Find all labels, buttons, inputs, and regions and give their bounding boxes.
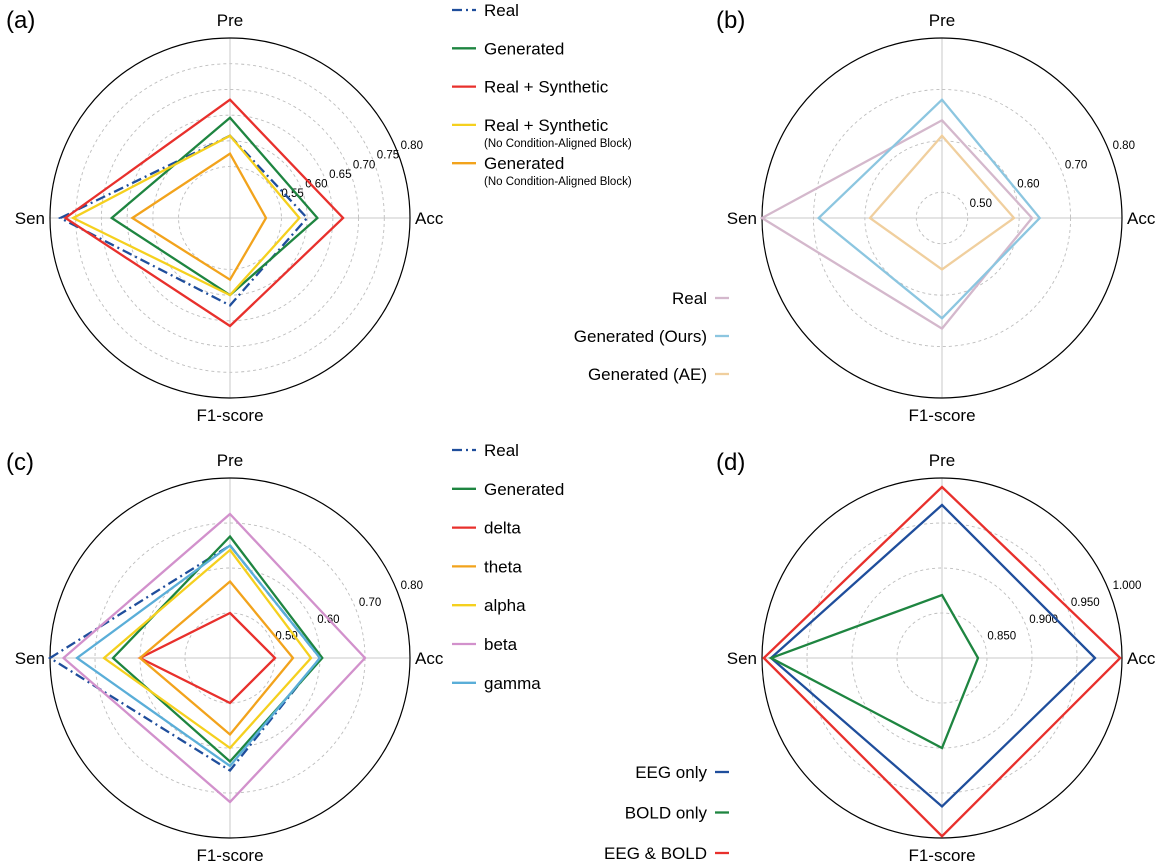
tick-label: 0.65 xyxy=(329,169,351,181)
legend-label: Real + Synthetic xyxy=(484,78,609,97)
legend-label: Generated xyxy=(484,480,564,499)
tick-label: 0.950 xyxy=(1071,597,1100,609)
series-line xyxy=(759,118,1034,331)
legend: Real Generated (Ours) Generated (AE) xyxy=(574,289,729,384)
series-line xyxy=(130,152,268,282)
tick-label: 0.70 xyxy=(359,597,381,609)
legend-label: Real + Synthetic xyxy=(484,116,609,135)
legend: Real Generated Real + Synthetic Real + Synt… xyxy=(452,1,632,188)
legend-label: theta xyxy=(484,557,522,576)
series-line xyxy=(769,503,1097,809)
series-line xyxy=(63,98,345,328)
tick-label: 0.900 xyxy=(1029,614,1058,626)
tick-label: 0.80 xyxy=(1113,140,1135,152)
axis-label: Pre xyxy=(217,11,243,30)
legend-label: Real xyxy=(672,289,707,308)
legend-label: beta xyxy=(484,635,518,654)
axis-label: Pre xyxy=(929,11,955,30)
outer-circle xyxy=(49,37,411,399)
outer-circle xyxy=(761,477,1123,839)
series-line xyxy=(102,548,313,750)
axis-label: F1-score xyxy=(908,406,975,425)
radar-panel-c: (c)0.500.600.700.80PreAccF1-scoreSenReal… xyxy=(6,441,564,865)
series-line xyxy=(137,611,277,705)
legend-label: Generated (Ours) xyxy=(574,327,707,346)
panel-label: (c) xyxy=(6,449,34,476)
tick-label: 1.000 xyxy=(1113,580,1142,592)
legend-sublabel: (No Condition-Aligned Block) xyxy=(484,138,632,150)
series-line xyxy=(138,579,295,737)
legend: Real Generated delta theta alpha beta gamma xyxy=(452,441,564,693)
legend-label: delta xyxy=(484,519,521,538)
tick-label: 0.80 xyxy=(401,580,423,592)
legend-label: BOLD only xyxy=(625,804,708,823)
axis-label: F1-score xyxy=(196,846,263,865)
legend-label: Generated xyxy=(484,154,564,173)
axis-label: Acc xyxy=(415,209,444,228)
radar-panel-b: (b) 0.50 0.60 0.70 0.80 Pre Acc F1-score Sen Real… xyxy=(574,7,1156,425)
tick-label: 0.50 xyxy=(970,198,992,210)
axis-label: Acc xyxy=(415,649,444,668)
series-line xyxy=(47,543,322,773)
radar-panel-a: (a)0.550.600.650.700.750.80PreAccF1-scor… xyxy=(6,1,632,425)
legend-label: gamma xyxy=(484,674,541,693)
legend: EEG only BOLD only EEG & BOLD xyxy=(604,763,729,863)
series-line xyxy=(61,512,367,804)
axis-label: F1-score xyxy=(196,406,263,425)
series-line xyxy=(70,134,301,297)
tick-label: 0.75 xyxy=(377,150,399,162)
axis-label: Sen xyxy=(15,209,45,228)
series-line xyxy=(57,134,309,307)
legend-label: EEG only xyxy=(635,763,707,782)
axis-label: Sen xyxy=(727,649,757,668)
tick-label: 0.70 xyxy=(353,159,375,171)
tick-label: 0.70 xyxy=(1065,159,1087,171)
series-line xyxy=(816,98,1042,320)
axis-label: Sen xyxy=(727,209,757,228)
legend-sublabel: (No Condition-Aligned Block) xyxy=(484,176,632,188)
axis-label: Acc xyxy=(1127,649,1156,668)
axis-label: Pre xyxy=(929,451,955,470)
axis-label: Acc xyxy=(1127,209,1156,228)
legend-label: alpha xyxy=(484,596,526,615)
tick-label: 0.80 xyxy=(401,140,423,152)
tick-label: 0.850 xyxy=(987,631,1016,643)
axis-label: Pre xyxy=(217,451,243,470)
series-line xyxy=(762,485,1122,838)
legend-label: Real xyxy=(484,441,519,460)
panel-label: (a) xyxy=(6,7,35,34)
panel-label: (d) xyxy=(716,449,745,476)
axis-label: Sen xyxy=(15,649,45,668)
axis-label: F1-score xyxy=(908,846,975,865)
series-line xyxy=(868,133,1016,271)
tick-label: 0.60 xyxy=(305,179,327,191)
series-line xyxy=(768,593,980,750)
tick-label: 0.60 xyxy=(1017,179,1039,191)
legend-label: Generated xyxy=(484,39,564,58)
legend-label: Real xyxy=(484,1,519,20)
panel-label: (b) xyxy=(716,7,745,34)
radar-panel-d: (d) 0.850 0.900 0.950 1.000 Pre Acc F1-score Sen… xyxy=(604,449,1156,865)
legend-label: EEG & BOLD xyxy=(604,844,707,863)
series-line xyxy=(75,543,322,768)
legend-label: Generated (AE) xyxy=(588,365,707,384)
